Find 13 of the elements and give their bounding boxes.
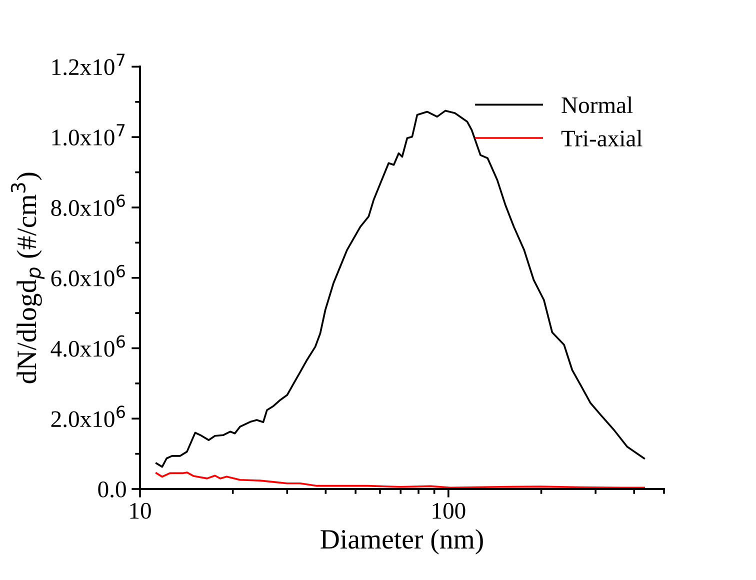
legend-label: Tri-axial xyxy=(561,130,642,147)
x-axis-title: Diameter (nm) xyxy=(320,529,483,554)
y-tick-label: 1.0x10$^{7}$ xyxy=(52,124,125,146)
y-tick-label: 4.0x10$^{6}$ xyxy=(50,335,125,357)
x-tick-label: 100 xyxy=(432,502,466,519)
x-tick-label: 10 xyxy=(130,502,151,519)
y-axis-title: dN/dlogd$_{p}$ (#/cm$^{3}$) xyxy=(10,172,45,384)
y-tick-label: 2.0x10$^{6}$ xyxy=(51,406,125,428)
y-tick-label: 0.0 xyxy=(98,481,126,498)
y-tick-label: 6.0x10$^{6}$ xyxy=(51,264,125,286)
y-tick-label: 1.2x10$^{7}$ xyxy=(52,54,125,76)
y-tick-label: 8.0x10$^{6}$ xyxy=(51,194,125,216)
legend-label: Normal xyxy=(562,96,633,114)
